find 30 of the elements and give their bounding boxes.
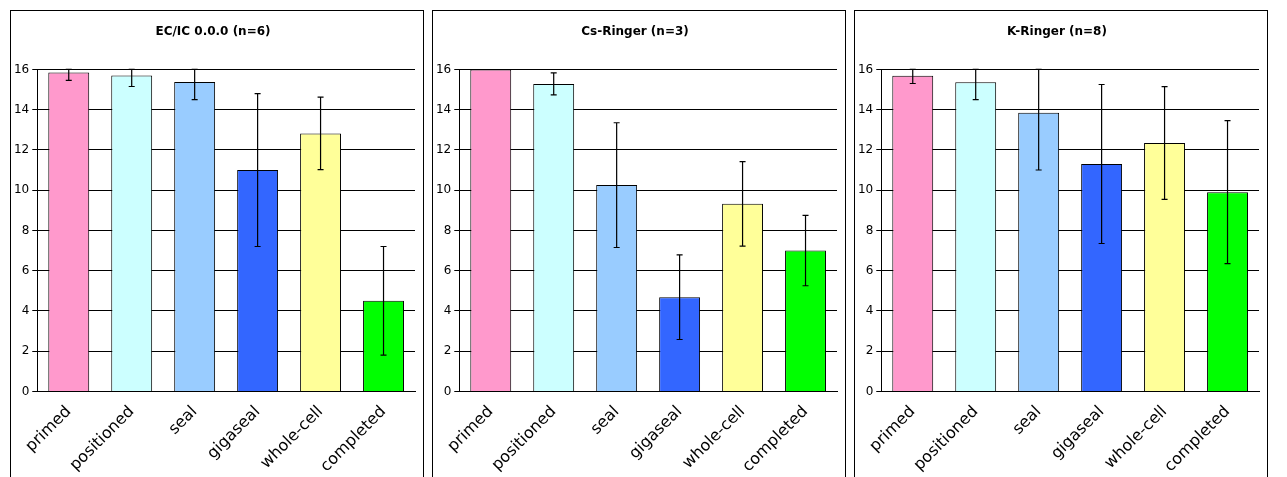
chart-title: K-Ringer (n=8) [1007, 24, 1107, 39]
y-tick-label: 4 [21, 303, 30, 318]
y-tick-label: 2 [21, 343, 30, 358]
y-tick-label: 6 [21, 262, 30, 277]
y-tick-label: 16 [857, 61, 874, 76]
y-tick-label: 12 [857, 142, 874, 157]
y-tick-label: 10 [857, 182, 874, 197]
y-tick-label: 8 [865, 222, 874, 237]
y-tick-label: 2 [865, 343, 874, 358]
y-tick-label: 16 [13, 61, 30, 76]
y-tick-label: 0 [21, 383, 30, 398]
y-tick-label: 4 [443, 303, 452, 318]
y-tick-label: 12 [435, 142, 452, 157]
y-tick-label: 12 [13, 142, 30, 157]
y-tick-label: 16 [435, 61, 452, 76]
y-tick-label: 10 [13, 182, 30, 197]
y-tick-label: 0 [443, 383, 452, 398]
y-tick-label: 6 [443, 262, 452, 277]
chart-title: Cs-Ringer (n=3) [581, 24, 689, 39]
y-tick-label: 8 [443, 222, 452, 237]
y-tick-label: 14 [435, 101, 452, 116]
y-tick-label: 10 [435, 182, 452, 197]
y-tick-label: 4 [865, 303, 874, 318]
y-tick-label: 14 [857, 101, 874, 116]
y-tick-label: 2 [443, 343, 452, 358]
y-tick-label: 14 [13, 101, 30, 116]
chart-title: EC/IC 0.0.0 (n=6) [155, 24, 271, 39]
y-tick-label: 8 [21, 222, 30, 237]
y-tick-label: 6 [865, 262, 874, 277]
y-tick-label: 0 [865, 383, 874, 398]
